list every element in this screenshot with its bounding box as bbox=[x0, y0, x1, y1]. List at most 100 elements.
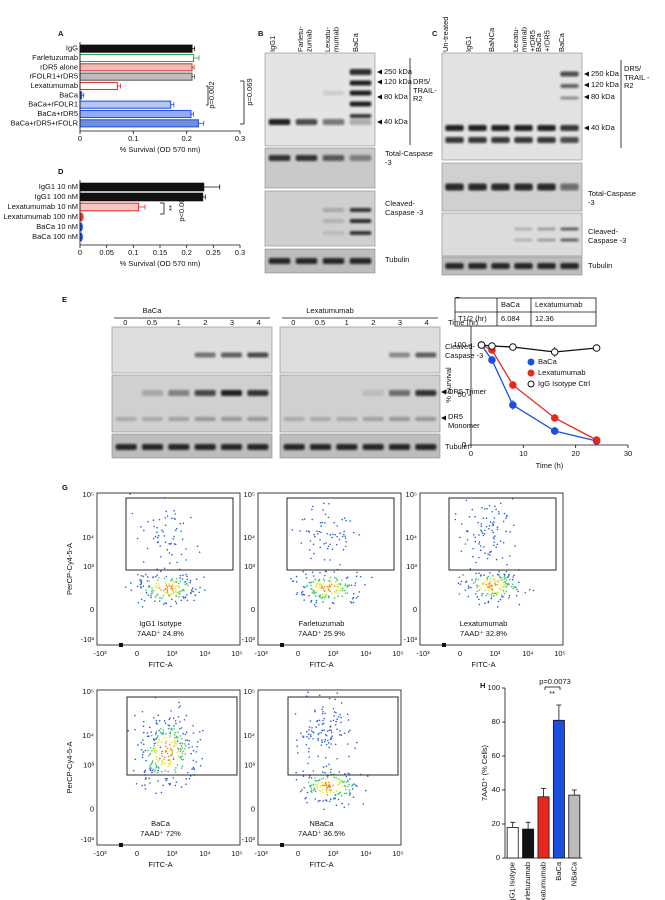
event-dot bbox=[511, 583, 514, 586]
event-dot bbox=[185, 739, 187, 741]
event-dot bbox=[302, 770, 304, 772]
event-dot bbox=[191, 768, 193, 770]
event-dot bbox=[464, 543, 467, 545]
event-dot bbox=[146, 732, 149, 734]
event-dot bbox=[340, 795, 343, 797]
event-dot bbox=[163, 577, 166, 580]
event-dot bbox=[332, 797, 335, 800]
event-dot bbox=[341, 579, 343, 581]
event-dot bbox=[476, 586, 479, 588]
x-tick-label: -10³ bbox=[93, 849, 107, 858]
event-dot bbox=[355, 784, 357, 787]
event-dot bbox=[498, 512, 500, 515]
event-dot bbox=[312, 543, 315, 546]
event-dot bbox=[478, 556, 480, 559]
event-dot bbox=[346, 781, 348, 783]
event-dot bbox=[147, 754, 150, 757]
event-dot bbox=[188, 777, 191, 780]
event-dot bbox=[301, 518, 304, 521]
event-dot bbox=[152, 738, 155, 740]
y-tick-label: 0 bbox=[90, 804, 94, 813]
event-dot bbox=[155, 752, 158, 754]
bar bbox=[79, 182, 205, 192]
category-label: Lexatumumab 100 nM bbox=[3, 212, 78, 221]
event-dot bbox=[515, 586, 517, 589]
event-dot bbox=[339, 563, 341, 566]
event-dot bbox=[162, 603, 165, 605]
event-dot bbox=[175, 591, 177, 593]
event-dot bbox=[142, 720, 145, 723]
y-tick-label: 10³ bbox=[83, 760, 94, 769]
event-dot bbox=[308, 737, 310, 740]
event-dot bbox=[165, 733, 167, 735]
y-tick-label: -10³ bbox=[242, 835, 256, 844]
event-dot bbox=[314, 779, 317, 782]
event-dot bbox=[326, 585, 329, 588]
marker-arrow bbox=[377, 94, 382, 100]
event-dot bbox=[188, 746, 190, 749]
event-dot bbox=[311, 588, 314, 591]
event-dot bbox=[477, 578, 480, 581]
event-dot bbox=[503, 574, 506, 576]
event-dot bbox=[514, 545, 516, 547]
event-dot bbox=[485, 525, 488, 528]
event-dot bbox=[324, 522, 326, 524]
event-dot bbox=[492, 531, 495, 534]
event-dot bbox=[486, 578, 489, 580]
event-dot bbox=[314, 798, 317, 800]
bar bbox=[79, 81, 118, 91]
event-dot bbox=[181, 742, 184, 745]
event-dot bbox=[192, 759, 195, 762]
event-dot bbox=[324, 513, 327, 516]
y-tick-label: 0 bbox=[413, 605, 417, 614]
event-dot bbox=[487, 586, 489, 588]
event-dot bbox=[185, 573, 187, 576]
event-dot bbox=[495, 546, 497, 549]
lane-label: IgG1 bbox=[268, 35, 277, 52]
event-dot bbox=[321, 585, 323, 588]
event-dot bbox=[317, 779, 319, 782]
blot-band bbox=[283, 417, 305, 421]
event-dot bbox=[147, 594, 150, 596]
event-dot bbox=[329, 534, 332, 536]
blot-band bbox=[141, 390, 164, 396]
y-tick-label: -10³ bbox=[404, 635, 418, 644]
event-dot bbox=[476, 590, 479, 593]
event-dot bbox=[318, 583, 321, 586]
x-tick-label: -10³ bbox=[254, 849, 268, 858]
event-dot bbox=[174, 771, 177, 774]
event-dot bbox=[179, 735, 182, 737]
event-dot bbox=[141, 784, 143, 787]
event-dot bbox=[337, 715, 340, 718]
blot-band bbox=[349, 90, 372, 96]
event-dot bbox=[512, 576, 514, 578]
gate-percent: 7AAD⁺ 24.8% bbox=[137, 629, 184, 638]
event-dot bbox=[317, 800, 320, 802]
event-dot bbox=[155, 582, 157, 585]
time-label: 2 bbox=[203, 318, 207, 327]
event-dot bbox=[323, 784, 325, 787]
event-dot bbox=[175, 735, 178, 738]
event-dot bbox=[310, 730, 313, 732]
event-dot bbox=[302, 586, 305, 588]
event-dot bbox=[499, 598, 502, 601]
event-dot bbox=[148, 777, 150, 780]
event-dot bbox=[161, 762, 164, 764]
event-dot bbox=[134, 758, 137, 761]
blot-band bbox=[295, 119, 318, 125]
event-dot bbox=[172, 717, 175, 720]
event-dot bbox=[178, 728, 181, 730]
event-dot bbox=[348, 755, 350, 758]
event-dot bbox=[174, 529, 177, 532]
event-dot bbox=[336, 586, 338, 588]
event-dot bbox=[162, 733, 164, 736]
event-dot bbox=[159, 731, 162, 734]
event-dot bbox=[322, 800, 324, 802]
event-dot bbox=[489, 554, 491, 556]
blot-band bbox=[349, 101, 372, 107]
event-dot bbox=[341, 535, 344, 538]
event-dot bbox=[171, 553, 173, 556]
event-dot bbox=[164, 588, 167, 591]
marker-arrow bbox=[584, 82, 589, 88]
